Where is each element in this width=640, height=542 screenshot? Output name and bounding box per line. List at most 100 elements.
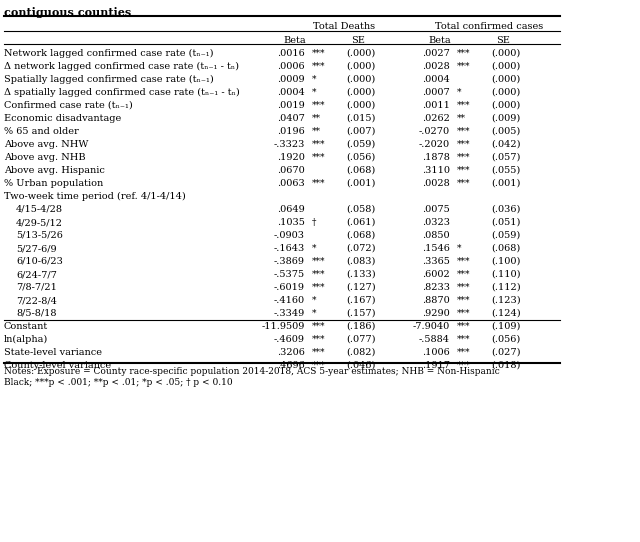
Text: -.0903: -.0903 [274, 231, 305, 240]
Text: (.186): (.186) [346, 322, 376, 331]
Text: (.109): (.109) [491, 322, 520, 331]
Text: -.3323: -.3323 [274, 140, 305, 149]
Text: Notes: Exposure = County race-specific population 2014-2018, ACS 5-year estimate: Notes: Exposure = County race-specific p… [4, 367, 500, 376]
Text: (.133): (.133) [346, 270, 376, 279]
Text: ***: *** [312, 270, 326, 279]
Text: % 65 and older: % 65 and older [4, 127, 79, 136]
Text: .0670: .0670 [277, 166, 305, 175]
Text: contiguous counties: contiguous counties [4, 7, 131, 18]
Text: .0006: .0006 [277, 62, 305, 71]
Text: -.2020: -.2020 [419, 140, 450, 149]
Text: .3365: .3365 [422, 257, 450, 266]
Text: Above avg. NHW: Above avg. NHW [4, 140, 88, 149]
Text: .1878: .1878 [422, 153, 450, 162]
Text: .3110: .3110 [422, 166, 450, 175]
Text: ***: *** [457, 179, 470, 188]
Text: 7/8-7/21: 7/8-7/21 [16, 283, 57, 292]
Text: .0649: .0649 [277, 205, 305, 214]
Text: -.1643: -.1643 [274, 244, 305, 253]
Text: .1546: .1546 [422, 244, 450, 253]
Text: Above avg. Hispanic: Above avg. Hispanic [4, 166, 105, 175]
Text: ***: *** [457, 140, 470, 149]
Text: .9290: .9290 [422, 309, 450, 318]
Text: (.057): (.057) [491, 153, 520, 162]
Text: ***: *** [457, 127, 470, 136]
Text: Network lagged confirmed case rate (tₙ₋₁): Network lagged confirmed case rate (tₙ₋₁… [4, 49, 214, 58]
Text: County-level variance: County-level variance [4, 361, 111, 370]
Text: Beta: Beta [284, 36, 306, 45]
Text: (.000): (.000) [491, 101, 520, 110]
Text: 6/10-6/23: 6/10-6/23 [16, 257, 63, 266]
Text: .8233: .8233 [422, 283, 450, 292]
Text: -7.9040: -7.9040 [413, 322, 450, 331]
Text: (.000): (.000) [491, 75, 520, 84]
Text: (.127): (.127) [346, 283, 376, 292]
Text: (.000): (.000) [491, 49, 520, 58]
Text: .0075: .0075 [422, 205, 450, 214]
Text: SE: SE [351, 36, 365, 45]
Text: .0019: .0019 [277, 101, 305, 110]
Text: 7/22-8/4: 7/22-8/4 [16, 296, 57, 305]
Text: ***: *** [457, 309, 470, 318]
Text: -.5375: -.5375 [274, 270, 305, 279]
Text: ***: *** [312, 179, 326, 188]
Text: .0063: .0063 [277, 179, 305, 188]
Text: .1917: .1917 [422, 361, 450, 370]
Text: SE: SE [496, 36, 510, 45]
Text: *: * [312, 75, 317, 84]
Text: (.000): (.000) [346, 75, 375, 84]
Text: ***: *** [457, 283, 470, 292]
Text: (.036): (.036) [491, 205, 520, 214]
Text: .6002: .6002 [422, 270, 450, 279]
Text: (.000): (.000) [491, 62, 520, 71]
Text: (.167): (.167) [346, 296, 376, 305]
Text: (.123): (.123) [491, 296, 520, 305]
Text: .1920: .1920 [277, 153, 305, 162]
Text: .0028: .0028 [422, 62, 450, 71]
Text: (.027): (.027) [491, 348, 520, 357]
Text: .8870: .8870 [422, 296, 450, 305]
Text: Total confirmed cases: Total confirmed cases [435, 22, 543, 31]
Text: ln(alpha): ln(alpha) [4, 335, 48, 344]
Text: .0004: .0004 [422, 75, 450, 84]
Text: -11.9509: -11.9509 [262, 322, 305, 331]
Text: (.000): (.000) [491, 88, 520, 97]
Text: ***: *** [312, 322, 326, 331]
Text: % Urban population: % Urban population [4, 179, 103, 188]
Text: 5/13-5/26: 5/13-5/26 [16, 231, 63, 240]
Text: ***: *** [457, 270, 470, 279]
Text: **: ** [457, 114, 466, 123]
Text: .0011: .0011 [422, 101, 450, 110]
Text: (.157): (.157) [346, 309, 376, 318]
Text: ***: *** [457, 166, 470, 175]
Text: ***: *** [312, 335, 326, 344]
Text: (.018): (.018) [491, 361, 520, 370]
Text: (.124): (.124) [491, 309, 520, 318]
Text: (.042): (.042) [491, 140, 520, 149]
Text: .1035: .1035 [277, 218, 305, 227]
Text: .1006: .1006 [422, 348, 450, 357]
Text: (.058): (.058) [346, 205, 375, 214]
Text: 5/27-6/9: 5/27-6/9 [16, 244, 56, 253]
Text: ***: *** [457, 257, 470, 266]
Text: Confirmed case rate (tₙ₋₁): Confirmed case rate (tₙ₋₁) [4, 101, 132, 110]
Text: ***: *** [312, 361, 326, 370]
Text: ***: *** [457, 153, 470, 162]
Text: **: ** [312, 127, 321, 136]
Text: (.051): (.051) [491, 218, 520, 227]
Text: (.000): (.000) [346, 62, 375, 71]
Text: (.056): (.056) [491, 335, 520, 344]
Text: ***: *** [457, 335, 470, 344]
Text: (.068): (.068) [491, 244, 520, 253]
Text: (.001): (.001) [491, 179, 520, 188]
Text: *: * [312, 88, 317, 97]
Text: .0196: .0196 [277, 127, 305, 136]
Text: *: * [457, 88, 461, 97]
Text: ***: *** [457, 62, 470, 71]
Text: ***: *** [457, 49, 470, 58]
Text: -.3349: -.3349 [274, 309, 305, 318]
Text: †: † [312, 218, 316, 227]
Text: Δ spatially lagged confirmed case rate (tₙ₋₁ - tₙ): Δ spatially lagged confirmed case rate (… [4, 88, 240, 97]
Text: Constant: Constant [4, 322, 48, 331]
Text: -.4609: -.4609 [274, 335, 305, 344]
